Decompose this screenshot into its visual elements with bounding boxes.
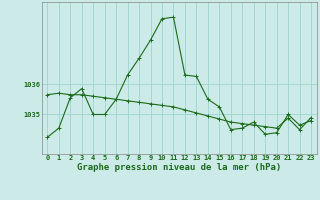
X-axis label: Graphe pression niveau de la mer (hPa): Graphe pression niveau de la mer (hPa) [77, 163, 281, 172]
